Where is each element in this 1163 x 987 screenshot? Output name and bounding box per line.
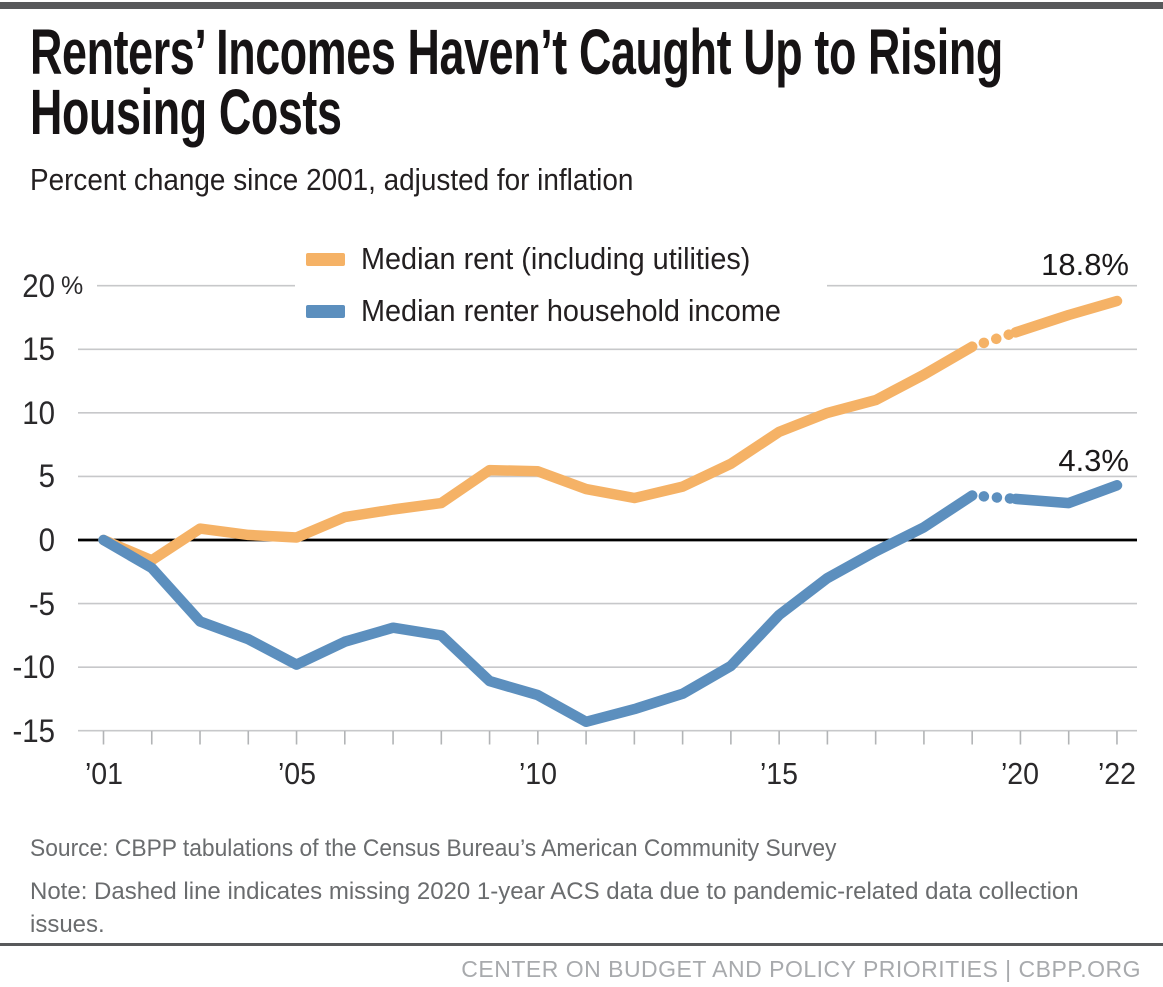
series-end-label-rent: 18.8% [1041, 247, 1129, 282]
series-line-income-recent [1010, 480, 1123, 509]
chart-title-line1: Renters’ Incomes Haven’t Caught Up to Ri… [30, 16, 1003, 88]
series-line-rent [98, 341, 978, 566]
x-axis-label: ’01 [84, 756, 123, 791]
series-dashed-gap-rent [978, 328, 1017, 349]
top-border-bar [0, 2, 1163, 9]
legend-swatch [306, 252, 345, 266]
legend-label: Median renter household income [361, 293, 781, 328]
y-axis-label: 20 [22, 267, 56, 304]
series-end-label-income: 4.3% [1058, 443, 1129, 478]
x-axis-label: ’10 [518, 756, 557, 791]
y-axis-label: 5 [38, 458, 55, 495]
y-axis-label: -10 [12, 649, 56, 686]
legend-item: Median rent (including utilities) [306, 233, 813, 285]
series-dashed-gap-income [978, 491, 1017, 504]
y-axis-label: 15 [22, 331, 56, 368]
legend-swatch [306, 304, 345, 318]
x-axis-label: ’20 [1001, 756, 1040, 791]
chart-title: Renters’ Incomes Haven’t Caught Up to Ri… [30, 20, 1080, 144]
chart-legend: Median rent (including utilities) Median … [295, 231, 827, 343]
x-axis-label: ’05 [277, 756, 316, 791]
legend-item: Median renter household income [306, 285, 813, 337]
x-axis-label: ’15 [760, 756, 799, 791]
methodology-note: Note: Dashed line indicates missing 2020… [30, 878, 1079, 938]
y-axis-label: 0 [38, 522, 55, 558]
x-axis-label: ’22 [1097, 756, 1136, 791]
source-note: Source: CBPP tabulations of the Census B… [30, 835, 837, 862]
footer-divider [0, 943, 1163, 946]
chart-title-line2: Housing Costs [30, 76, 342, 148]
organization-footer: CENTER ON BUDGET AND POLICY PRIORITIES |… [461, 956, 1141, 982]
y-axis-label: 10 [22, 394, 56, 431]
y-axis-percent-sign: % [61, 271, 84, 300]
y-axis-label: -15 [12, 712, 56, 749]
legend-label: Median rent (including utilities) [361, 241, 751, 276]
y-axis-label: -5 [28, 585, 55, 622]
series-line-rent-recent [1010, 295, 1123, 338]
chart-subtitle: Percent change since 2001, adjusted for … [30, 162, 634, 197]
series-line-income [98, 490, 978, 728]
